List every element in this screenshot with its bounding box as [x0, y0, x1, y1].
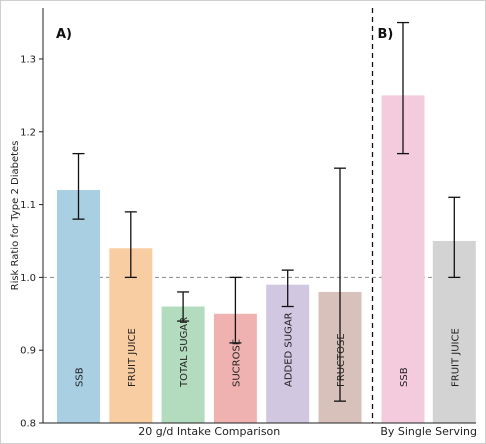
panel-label-b: B)	[378, 27, 394, 42]
y-tick-label-1.2: 1.2	[20, 127, 36, 138]
labels-layer: SSB FRUIT JUICE TOTAL SUGAR SUCROSE ADDED SU…	[10, 27, 477, 438]
bar-a-added-sugar	[266, 284, 310, 423]
bar-a-total-sugar	[161, 306, 205, 423]
bar-a-fructose-label: FRUCTOSE	[336, 333, 347, 387]
bar-b-ssb-label: SSB	[399, 367, 410, 387]
bar-a-sucrose-label: SUCROSE	[231, 339, 242, 387]
y-tick-label-1.0: 1.0	[20, 273, 36, 284]
y-tick-label-0.9: 0.9	[20, 346, 36, 357]
group-label-b: By Single Serving	[380, 425, 477, 438]
y-tick-label-1.3: 1.3	[20, 54, 36, 65]
axes-layer	[39, 8, 476, 424]
y-tick-label-0.8: 0.8	[20, 419, 36, 430]
bar-a-total-sugar-label: TOTAL SUGAR	[179, 317, 190, 388]
y-axis-title: Risk Ratio for Type 2 Diabetes	[10, 141, 21, 291]
y-tick-label-1.1: 1.1	[20, 200, 36, 211]
bar-a-ssb	[57, 190, 100, 423]
bars-layer	[57, 21, 476, 424]
bar-a-added-sugar-label: ADDED SUGAR	[284, 312, 295, 387]
bar-a-fruit-juice-label: FRUIT JUICE	[127, 328, 138, 387]
panel-label-a: A)	[56, 27, 72, 42]
group-label-a: 20 g/d Intake Comparison	[138, 425, 280, 438]
bar-a-ssb-label: SSB	[75, 367, 86, 387]
bar-b-fruit-juice-label: FRUIT JUICE	[450, 328, 461, 387]
